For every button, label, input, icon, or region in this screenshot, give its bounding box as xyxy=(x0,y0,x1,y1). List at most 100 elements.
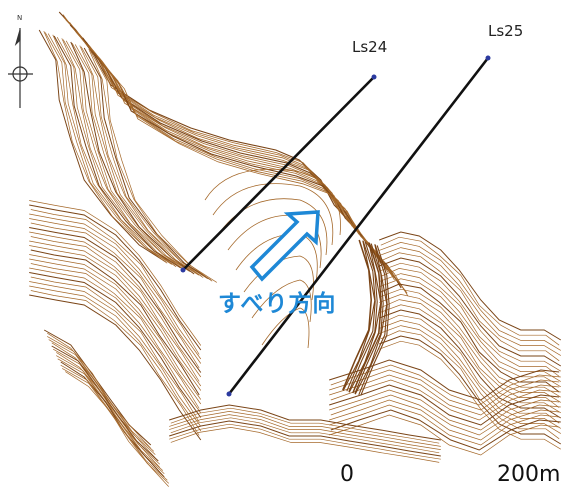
contour-line xyxy=(329,369,560,411)
contour-line xyxy=(30,222,200,369)
contour-line xyxy=(89,45,409,297)
contour-line xyxy=(354,244,388,395)
contour-line xyxy=(30,236,200,382)
contour-line xyxy=(379,231,562,341)
contour-line xyxy=(62,39,190,272)
contour-line xyxy=(169,404,441,441)
contour-line xyxy=(30,209,200,355)
contour-line xyxy=(379,309,562,419)
survey-point-ls24-end xyxy=(371,74,377,80)
contour-line xyxy=(330,394,561,436)
contour-line xyxy=(29,285,202,432)
slide-direction-label: すべり方向 xyxy=(218,291,337,317)
contour-line xyxy=(379,325,561,434)
contour-line xyxy=(329,389,560,431)
scale-start-label: 0 xyxy=(340,462,354,487)
contour-line xyxy=(29,240,202,387)
contour-line xyxy=(47,332,151,449)
contour-line xyxy=(330,364,561,406)
hollow-arrow-icon xyxy=(249,210,320,282)
contour-line xyxy=(38,29,167,263)
contour-line xyxy=(169,420,441,457)
contour-line xyxy=(169,414,441,450)
contour-line xyxy=(60,364,168,481)
contour-line xyxy=(330,379,561,421)
contour-line xyxy=(29,204,202,351)
survey-line-ls24 xyxy=(180,74,377,273)
contour-line xyxy=(30,276,200,423)
contour-line xyxy=(29,231,202,378)
contour-line xyxy=(29,227,202,373)
contour-line xyxy=(348,242,382,393)
contour-line xyxy=(74,44,202,277)
contour-line xyxy=(29,254,202,400)
contour-line xyxy=(30,290,200,436)
contour-line xyxy=(170,427,440,463)
contour-line xyxy=(47,336,155,452)
contour-line xyxy=(352,242,382,394)
contour-line xyxy=(170,417,440,454)
contour-line xyxy=(380,252,560,362)
contour-line xyxy=(53,35,182,269)
contour-line xyxy=(342,240,376,391)
contour-line xyxy=(169,423,441,460)
contour-line xyxy=(170,407,440,444)
contour-line xyxy=(79,45,204,278)
survey-point-ls25-end xyxy=(485,55,491,61)
contour-line xyxy=(330,409,561,451)
contour-line xyxy=(379,257,562,367)
contour-line xyxy=(329,374,560,416)
contour-line xyxy=(329,414,560,456)
contour-line xyxy=(379,242,561,351)
contour-line xyxy=(61,38,186,271)
north-arrow-icon xyxy=(8,28,33,108)
contour-line xyxy=(360,245,390,396)
contour-line xyxy=(379,340,561,450)
contour-line xyxy=(29,245,202,391)
contour-line xyxy=(29,272,202,418)
contour-line xyxy=(329,404,560,446)
contour-line xyxy=(51,345,159,462)
contour-line xyxy=(346,241,376,392)
contour-line xyxy=(80,46,208,280)
slide-contour-line xyxy=(204,168,341,236)
contour-line xyxy=(169,411,441,447)
contour-line xyxy=(329,384,560,426)
contour-line xyxy=(62,368,170,484)
slide-contour-line xyxy=(251,279,312,323)
contour-line xyxy=(56,352,160,468)
scale-end-label: 200m xyxy=(497,462,561,487)
contour-line xyxy=(60,361,165,478)
north-label: N xyxy=(17,14,23,22)
contour-line xyxy=(85,42,408,294)
slide-contour-line xyxy=(261,307,310,349)
contour-lines xyxy=(29,11,562,487)
contour-line xyxy=(380,314,560,424)
contour-line xyxy=(65,40,193,274)
contour-line xyxy=(29,294,202,441)
survey-line-label-ls24: Ls24 xyxy=(352,38,388,56)
contour-line xyxy=(30,263,200,409)
contour-line xyxy=(380,283,560,393)
contour-line xyxy=(329,399,560,441)
contour-line xyxy=(71,43,199,276)
contour-line xyxy=(348,241,378,393)
contour-line xyxy=(29,281,202,427)
survey-point-ls25-start xyxy=(226,391,232,397)
contour-line xyxy=(30,249,200,396)
contour-line xyxy=(56,355,164,471)
survey-point-ls24-start xyxy=(180,267,186,273)
contour-line xyxy=(57,358,165,475)
contour-line xyxy=(380,236,560,346)
contour-line xyxy=(358,244,388,396)
contour-line xyxy=(379,288,561,398)
contour-line xyxy=(29,267,202,414)
survey-line-label-ls25: Ls25 xyxy=(488,22,524,40)
slide-contour-line xyxy=(212,183,334,246)
contour-line xyxy=(70,41,195,275)
contour-line xyxy=(379,262,561,372)
contour-line xyxy=(89,50,217,283)
contour-line xyxy=(29,258,202,405)
contour-line xyxy=(88,49,213,282)
contour-line xyxy=(51,342,156,459)
